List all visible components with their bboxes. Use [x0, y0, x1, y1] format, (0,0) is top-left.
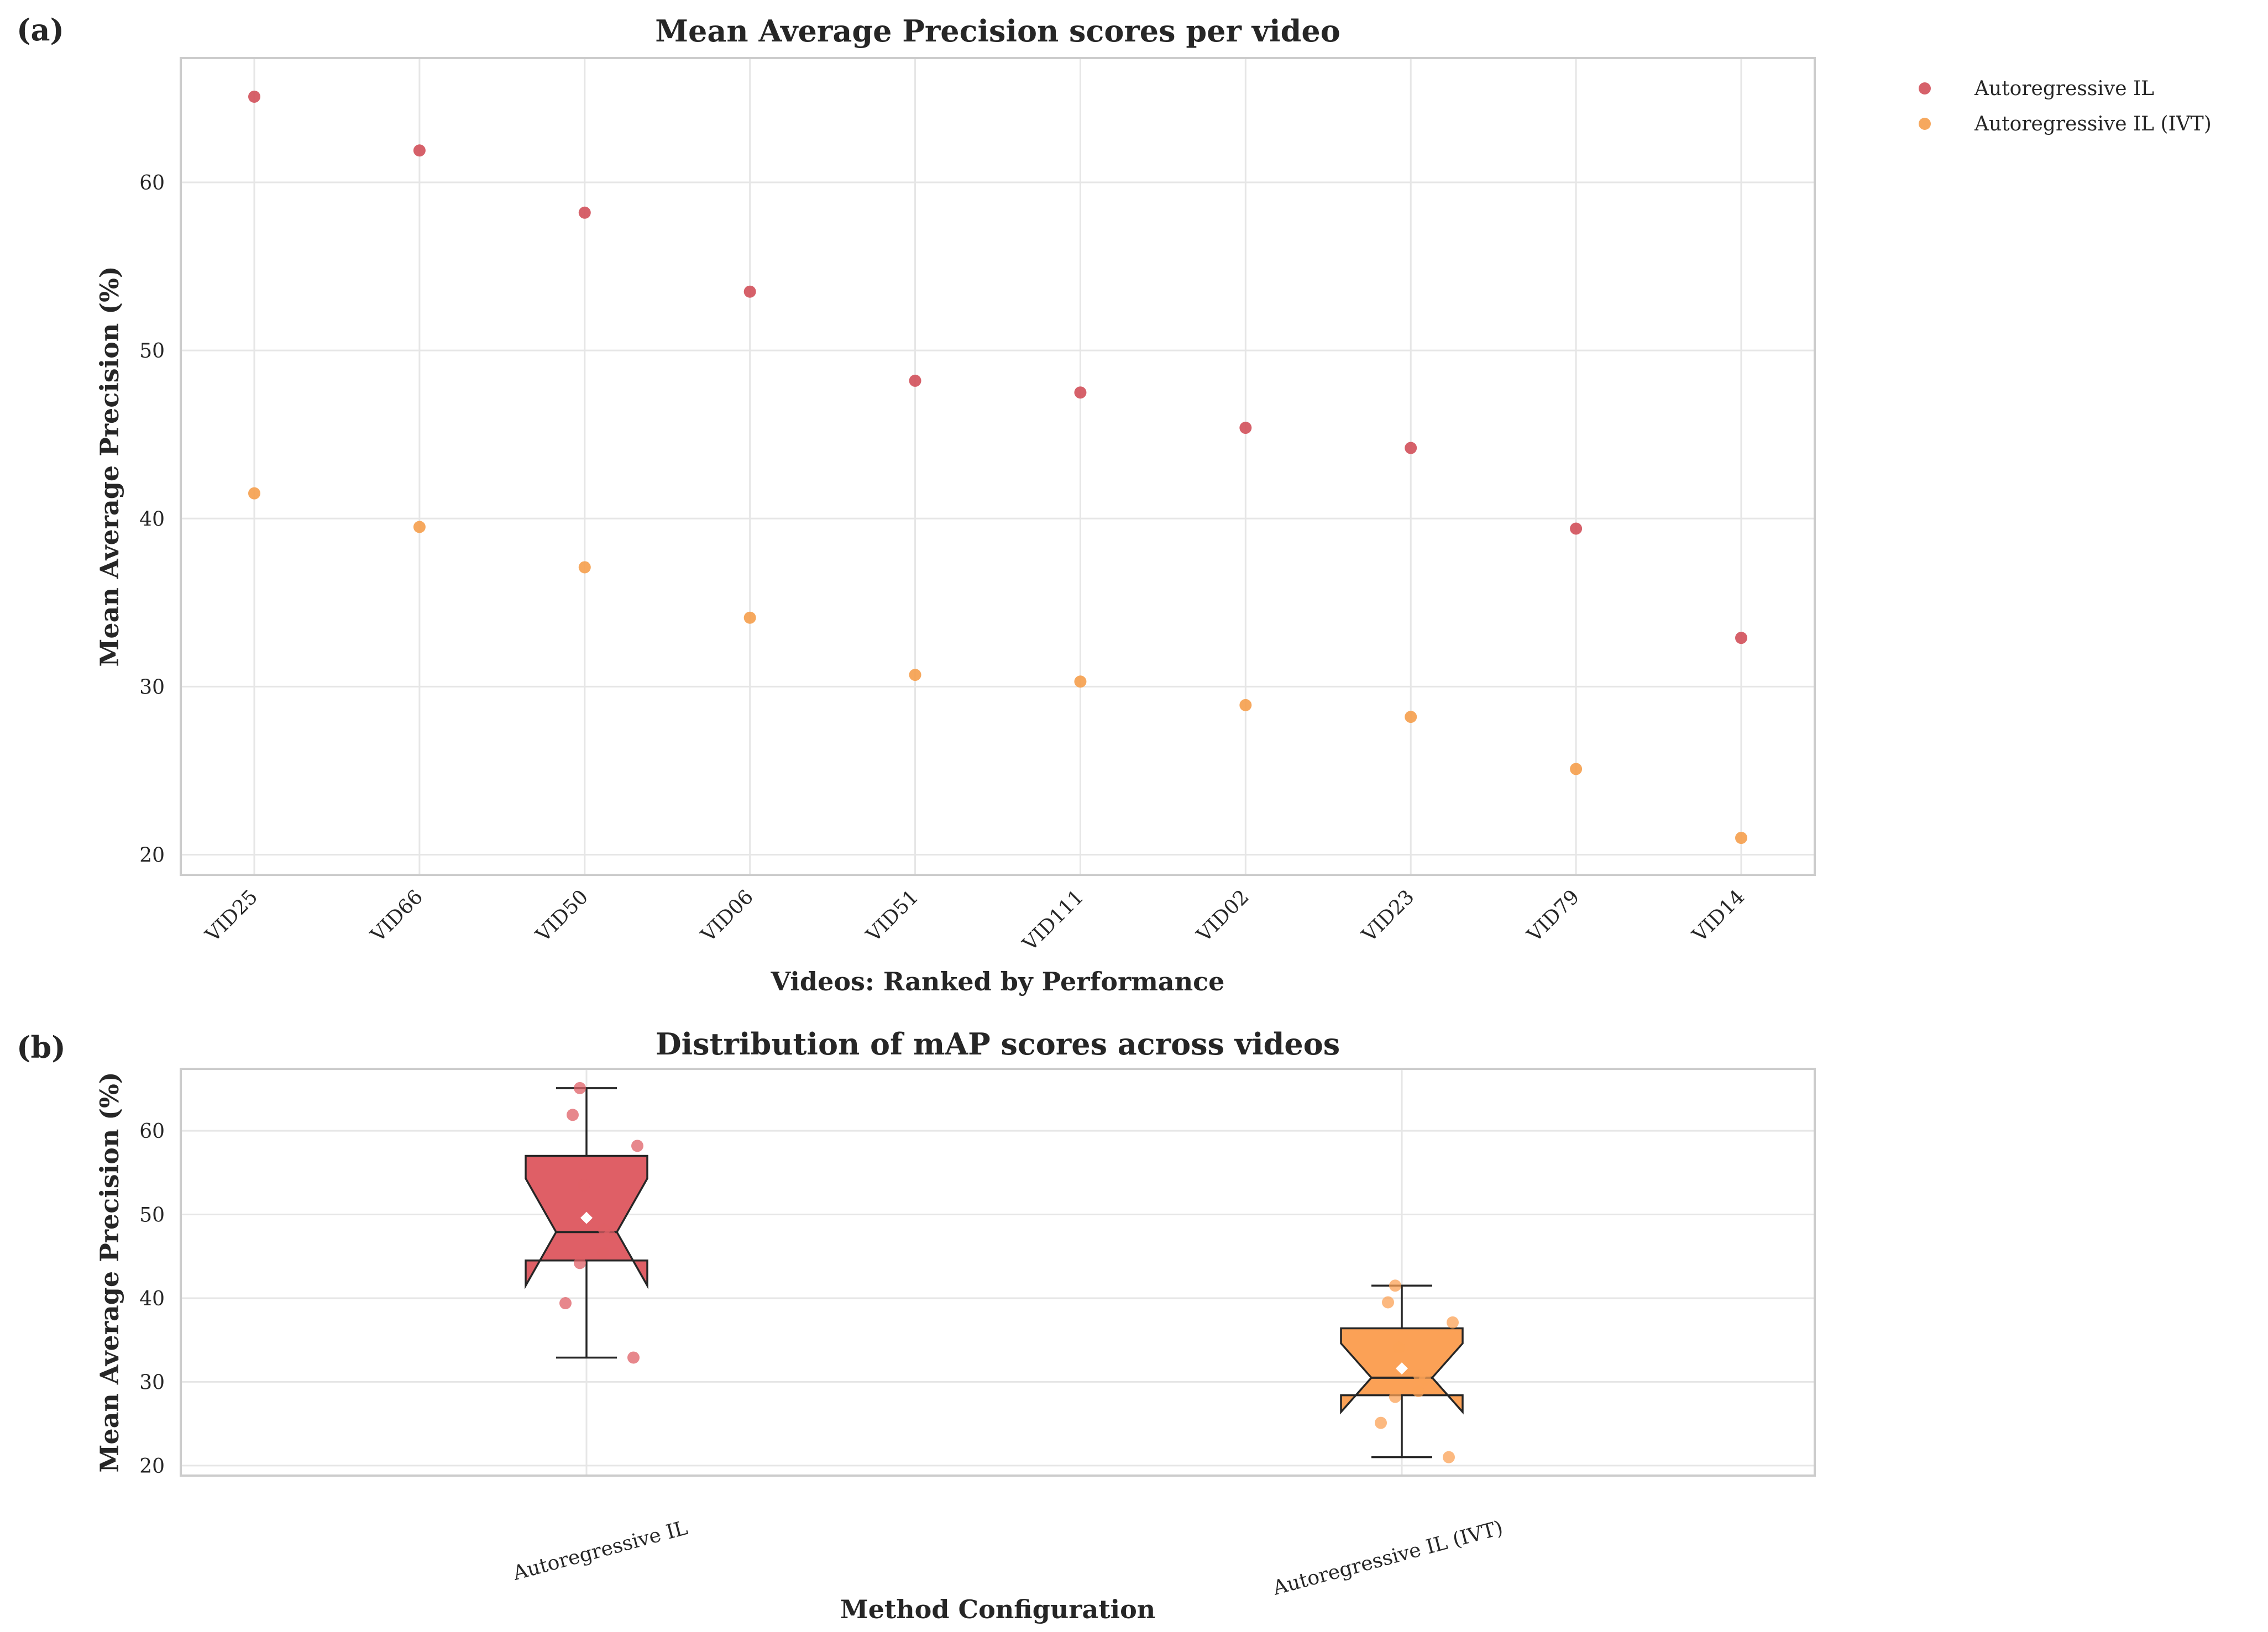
- y-tick-label: 30: [139, 1371, 165, 1394]
- legend-label-autoregressive-il-ivt: Autoregressive IL (IVT): [1974, 113, 2212, 135]
- panel-b-boxes: [525, 1082, 1464, 1463]
- jitter-point-autoregressive-il: [578, 1179, 590, 1192]
- panel-a-x-ticks: VID25 VID66 VID50 VID06 VID51 VID111 VID02 VID2…: [201, 885, 1749, 956]
- panel-b-grid: [181, 1069, 1815, 1476]
- x-tick-label-autoregressive-il-ivt: Autoregressive IL (IVT): [1270, 1516, 1506, 1600]
- x-tick-label-vid02: VID02: [1192, 885, 1254, 947]
- x-tick-label-vid50: VID50: [531, 885, 593, 947]
- y-tick-label: 40: [139, 1288, 165, 1310]
- x-tick-label-autoregressive-il: Autoregressive IL: [510, 1516, 690, 1585]
- y-tick-label: 20: [139, 844, 165, 867]
- mean-marker-autoregressive-il-ivt: [1396, 1362, 1408, 1375]
- jitter-point-autoregressive-il-ivt: [1389, 1279, 1401, 1292]
- point-autoregressive-il-ivt-vid51: [909, 669, 921, 681]
- y-tick-label: 60: [139, 172, 165, 195]
- panel-a: (a) Mean Average Precision scores per vi…: [17, 12, 2212, 996]
- panel-b-y-axis-label: Mean Average Precision (%): [95, 1072, 124, 1472]
- panel-b-x-axis-label: Method Configuration: [840, 1594, 1155, 1624]
- jitter-point-autoregressive-il-ivt: [1389, 1390, 1401, 1403]
- jitter-point-autoregressive-il-ivt: [1443, 1451, 1455, 1463]
- panel-a-grid: [181, 58, 1815, 875]
- point-autoregressive-il-vid79: [1570, 522, 1583, 535]
- jitter-point-autoregressive-il: [627, 1351, 640, 1364]
- jitter-point-autoregressive-il: [574, 1257, 586, 1269]
- point-autoregressive-il-ivt-vid50: [578, 561, 591, 574]
- point-autoregressive-il-vid51: [909, 374, 921, 387]
- jitter-point-autoregressive-il: [559, 1297, 572, 1310]
- point-autoregressive-il-ivt-vid14: [1735, 832, 1747, 844]
- jitter-point-autoregressive-il-ivt: [1375, 1416, 1387, 1429]
- panel-b-title: Distribution of mAP scores across videos: [656, 1026, 1340, 1062]
- legend-marker-autoregressive-il-ivt: [1919, 118, 1931, 130]
- panel-b: (b) Distribution of mAP scores across vi…: [17, 1026, 1816, 1624]
- panel-b-x-ticks: Autoregressive IL Autoregressive IL (IVT): [510, 1516, 1506, 1600]
- panel-a-points: [248, 90, 1747, 844]
- jitter-point-autoregressive-il-ivt: [1412, 1385, 1424, 1398]
- x-tick-label-vid25: VID25: [201, 885, 262, 947]
- y-tick-label: 50: [139, 1204, 165, 1227]
- panel-b-label: (b): [17, 1030, 66, 1065]
- panel-b-y-ticks: 20 30 40 50 60: [139, 1120, 165, 1478]
- x-tick-label-vid79: VID79: [1523, 885, 1584, 947]
- mean-marker-autoregressive-il: [580, 1211, 593, 1224]
- jitter-point-autoregressive-il: [567, 1109, 579, 1121]
- x-tick-label-vid111: VID111: [1018, 885, 1088, 956]
- jitter-point-autoregressive-il: [604, 1229, 616, 1242]
- point-autoregressive-il-vid66: [413, 144, 426, 157]
- point-autoregressive-il-vid06: [743, 285, 756, 298]
- jitter-point-autoregressive-il-ivt: [1382, 1296, 1394, 1309]
- panel-a-y-ticks: 20 30 40 50 60: [139, 172, 165, 867]
- panel-a-label: (a): [17, 12, 64, 48]
- panel-a-title: Mean Average Precision scores per video: [655, 13, 1340, 49]
- jitter-point-autoregressive-il: [631, 1140, 643, 1152]
- point-autoregressive-il-vid111: [1074, 386, 1087, 399]
- y-tick-label: 20: [139, 1455, 165, 1478]
- panel-a-x-axis-label: Videos: Ranked by Performance: [771, 967, 1225, 996]
- y-tick-label: 50: [139, 340, 165, 363]
- panel-a-y-axis-label: Mean Average Precision (%): [95, 266, 124, 667]
- point-autoregressive-il-ivt-vid79: [1570, 763, 1583, 775]
- y-tick-label: 40: [139, 508, 165, 531]
- y-tick-label: 60: [139, 1120, 165, 1143]
- jitter-point-autoregressive-il-ivt: [1419, 1373, 1431, 1386]
- point-autoregressive-il-ivt-vid66: [413, 521, 426, 533]
- point-autoregressive-il-vid02: [1239, 422, 1252, 434]
- jitter-point-autoregressive-il-ivt: [1447, 1316, 1459, 1329]
- x-tick-label-vid06: VID06: [696, 885, 758, 947]
- point-autoregressive-il-ivt-vid23: [1405, 711, 1417, 723]
- point-autoregressive-il-ivt-vid02: [1239, 699, 1252, 711]
- legend-label-autoregressive-il: Autoregressive IL: [1974, 77, 2154, 100]
- panel-a-frame: [180, 57, 1816, 876]
- legend: Autoregressive IL Autoregressive IL (IVT…: [1919, 77, 2212, 135]
- point-autoregressive-il-vid25: [248, 90, 260, 103]
- legend-marker-autoregressive-il: [1919, 82, 1931, 95]
- point-autoregressive-il-vid23: [1405, 442, 1417, 454]
- point-autoregressive-il-vid50: [578, 206, 591, 219]
- point-autoregressive-il-ivt-vid06: [743, 611, 756, 624]
- x-tick-label-vid23: VID23: [1358, 885, 1419, 947]
- y-tick-label: 30: [139, 676, 165, 699]
- point-autoregressive-il-ivt-vid111: [1074, 675, 1087, 688]
- point-autoregressive-il-vid14: [1735, 632, 1747, 644]
- x-tick-label-vid14: VID14: [1688, 885, 1749, 947]
- panel-b-frame: [180, 1068, 1816, 1477]
- point-autoregressive-il-ivt-vid25: [248, 487, 260, 500]
- jitter-point-autoregressive-il-ivt: [1393, 1341, 1405, 1354]
- x-tick-label-vid51: VID51: [862, 885, 923, 947]
- jitter-point-autoregressive-il: [574, 1082, 586, 1094]
- jitter-point-autoregressive-il: [597, 1247, 609, 1260]
- x-tick-label-vid66: VID66: [366, 885, 427, 947]
